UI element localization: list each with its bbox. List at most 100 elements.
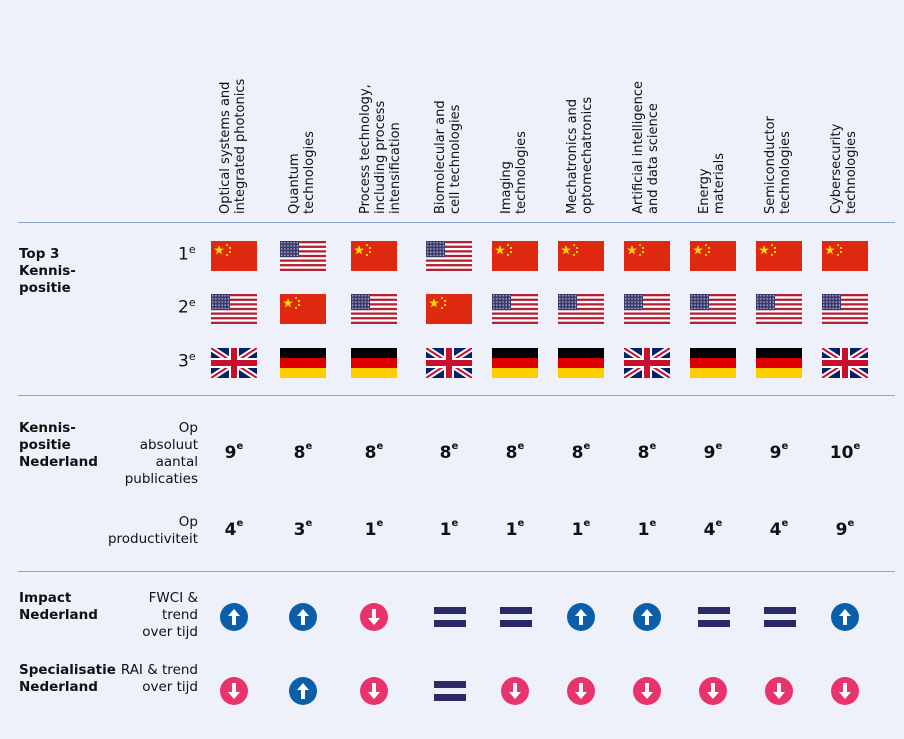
- uk-flag-icon: [211, 348, 257, 378]
- arrow-down-circle-icon: [764, 676, 794, 706]
- usa-flag-icon: [558, 294, 604, 324]
- uk-flag-icon: [624, 348, 670, 378]
- absolute-rank-value: 8e: [637, 441, 657, 463]
- column-header-label: Artificial intelligence and data science: [631, 80, 661, 214]
- productivity-rank-value: 3e: [293, 518, 313, 540]
- china-flag-icon: [492, 241, 538, 271]
- column-header: Cybersecurity technologies: [829, 0, 889, 214]
- productivity-rank-value: 1e: [439, 518, 459, 540]
- arrow-down-circle-icon: [632, 676, 662, 706]
- usa-flag-icon: [351, 294, 397, 324]
- arrow-down-circle-icon: [566, 676, 596, 706]
- china-flag-icon: [280, 294, 326, 324]
- germany-flag-icon: [690, 348, 736, 378]
- absolute-rank-value: 8e: [505, 441, 525, 463]
- absolute-rank-value: 8e: [364, 441, 384, 463]
- column-header: Quantum technologies: [287, 0, 347, 214]
- impact-label: Impact Nederland: [19, 590, 98, 623]
- equal-bars-icon: [698, 602, 730, 632]
- germany-flag-icon: [492, 348, 538, 378]
- absolute-rank-value: 10e: [829, 441, 861, 463]
- divider: [18, 571, 895, 572]
- specialisatie-sublabel: RAI & trend over tijd: [120, 662, 198, 695]
- column-header-label: Cybersecurity technologies: [829, 123, 859, 214]
- usa-flag-icon: [756, 294, 802, 324]
- germany-flag-icon: [756, 348, 802, 378]
- productivity-rank-value: 1e: [637, 518, 657, 540]
- arrow-up-circle-icon: [566, 602, 596, 632]
- equal-bars-icon: [764, 602, 796, 632]
- productivity-label: Op productiviteit: [107, 514, 198, 547]
- arrow-up-circle-icon: [219, 602, 249, 632]
- arrow-down-circle-icon: [830, 676, 860, 706]
- china-flag-icon: [426, 294, 472, 324]
- productivity-rank-value: 9e: [835, 518, 855, 540]
- kennispositie-label: Kennis- positie Nederland: [19, 420, 98, 470]
- germany-flag-icon: [351, 348, 397, 378]
- arrow-down-circle-icon: [500, 676, 530, 706]
- column-header: Artificial intelligence and data science: [631, 0, 691, 214]
- absolute-rank-value: 9e: [769, 441, 789, 463]
- china-flag-icon: [756, 241, 802, 271]
- rank-label: 1e: [178, 243, 196, 265]
- absolute-label: Op absoluut aantal publicaties: [124, 420, 198, 487]
- column-header: Mechatronics and optomechatronics: [565, 0, 625, 214]
- rank-label: 3e: [178, 350, 196, 372]
- productivity-rank-value: 4e: [703, 518, 723, 540]
- arrow-up-circle-icon: [632, 602, 662, 632]
- column-header: Biomolecular and cell technologies: [433, 0, 493, 214]
- column-header-label: Optical systems and integrated photonics: [218, 78, 248, 214]
- china-flag-icon: [558, 241, 604, 271]
- column-header-label: Semiconductor technologies: [763, 116, 793, 214]
- usa-flag-icon: [690, 294, 736, 324]
- absolute-rank-value: 9e: [703, 441, 723, 463]
- arrow-up-circle-icon: [288, 602, 318, 632]
- column-header-label: Quantum technologies: [287, 131, 317, 214]
- usa-flag-icon: [426, 241, 472, 271]
- arrow-down-circle-icon: [359, 676, 389, 706]
- usa-flag-icon: [211, 294, 257, 324]
- china-flag-icon: [351, 241, 397, 271]
- arrow-up-circle-icon: [288, 676, 318, 706]
- divider: [18, 222, 895, 223]
- column-header: Semiconductor technologies: [763, 0, 823, 214]
- absolute-rank-value: 8e: [439, 441, 459, 463]
- divider: [18, 395, 895, 396]
- column-header-label: Mechatronics and optomechatronics: [565, 96, 595, 214]
- column-header-label: Energy materials: [697, 152, 727, 214]
- equal-bars-icon: [434, 676, 466, 706]
- china-flag-icon: [624, 241, 670, 271]
- productivity-rank-value: 4e: [769, 518, 789, 540]
- column-header-label: Imaging technologies: [499, 131, 529, 214]
- column-header-label: Biomolecular and cell technologies: [433, 100, 463, 214]
- column-header: Imaging technologies: [499, 0, 559, 214]
- arrow-up-circle-icon: [830, 602, 860, 632]
- usa-flag-icon: [822, 294, 868, 324]
- equal-bars-icon: [500, 602, 532, 632]
- germany-flag-icon: [558, 348, 604, 378]
- column-header: Energy materials: [697, 0, 757, 214]
- rank-label: 2e: [178, 296, 196, 318]
- uk-flag-icon: [426, 348, 472, 378]
- equal-bars-icon: [434, 602, 466, 632]
- usa-flag-icon: [492, 294, 538, 324]
- uk-flag-icon: [822, 348, 868, 378]
- usa-flag-icon: [624, 294, 670, 324]
- china-flag-icon: [211, 241, 257, 271]
- arrow-down-circle-icon: [698, 676, 728, 706]
- productivity-rank-value: 1e: [571, 518, 591, 540]
- germany-flag-icon: [280, 348, 326, 378]
- arrow-down-circle-icon: [219, 676, 249, 706]
- arrow-down-circle-icon: [359, 602, 389, 632]
- column-header: Optical systems and integrated photonics: [218, 0, 278, 214]
- absolute-rank-value: 8e: [571, 441, 591, 463]
- column-header-label: Process technology, including process in…: [358, 84, 403, 214]
- specialisatie-label: Specialisatie Nederland: [19, 662, 116, 695]
- absolute-rank-value: 8e: [293, 441, 313, 463]
- top3-label: Top 3 Kennis- positie: [19, 246, 76, 296]
- china-flag-icon: [690, 241, 736, 271]
- productivity-rank-value: 1e: [364, 518, 384, 540]
- usa-flag-icon: [280, 241, 326, 271]
- impact-sublabel: FWCI & trend over tijd: [142, 590, 198, 640]
- productivity-rank-value: 4e: [224, 518, 244, 540]
